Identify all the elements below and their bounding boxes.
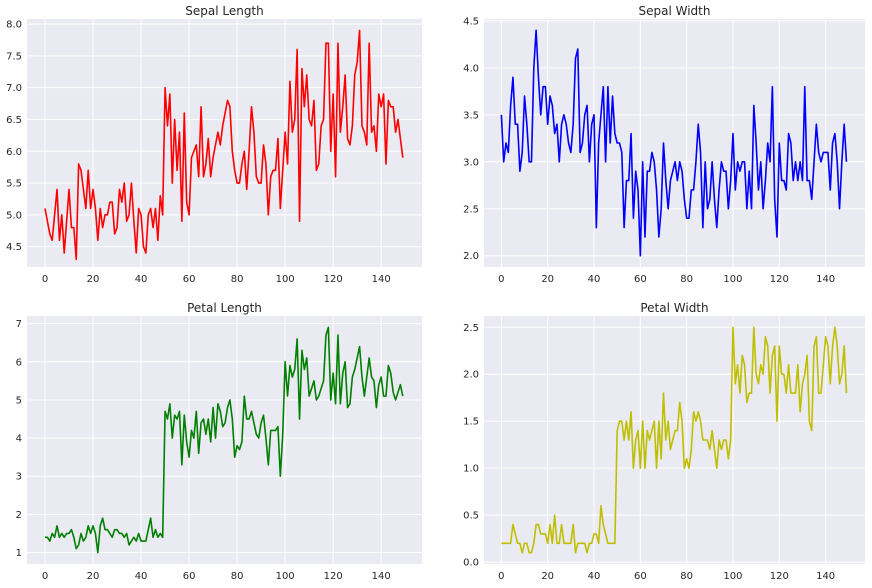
series-line bbox=[44, 29, 404, 261]
x-tick-label: 60 bbox=[183, 571, 196, 582]
y-tick-label: 5.5 bbox=[6, 179, 22, 190]
plot-area bbox=[484, 316, 865, 564]
subplot-4: 0 20 40 60 80 100 120 140 0.0 0.5 1.0 1.5 2.0 2.5 Peta… bbox=[463, 301, 865, 582]
x-tick-label: 60 bbox=[183, 274, 196, 285]
y-tick-label: 6 bbox=[16, 357, 22, 368]
x-tick-label: 80 bbox=[680, 274, 693, 285]
subplot-title: Sepal Length bbox=[185, 4, 264, 18]
subplot-title: Petal Width bbox=[640, 301, 708, 315]
x-tick-label: 80 bbox=[680, 571, 693, 582]
subplot-1: 0 20 40 60 80 100 120 140 4.5 5.0 5.5 6.0 6.5 7.0 7.5 8… bbox=[6, 4, 422, 285]
y-tick-label: 7.0 bbox=[6, 83, 22, 94]
x-tick-label: 60 bbox=[634, 274, 647, 285]
y-tick-label: 5.0 bbox=[6, 210, 22, 221]
y-tick-label: 4.5 bbox=[463, 16, 479, 27]
subplot-title: Sepal Width bbox=[639, 4, 711, 18]
x-tick-label: 60 bbox=[634, 571, 647, 582]
y-tick-label: 4 bbox=[16, 434, 22, 445]
x-tick-label: 0 bbox=[498, 274, 504, 285]
y-tick-label: 2.5 bbox=[463, 323, 479, 334]
x-tick-label: 0 bbox=[42, 274, 48, 285]
series-line bbox=[45, 326, 404, 554]
y-tick-label: 2.5 bbox=[463, 204, 479, 215]
x-tick-label: 120 bbox=[770, 274, 789, 285]
x-tick-label: 100 bbox=[276, 571, 295, 582]
y-tick-label: 2 bbox=[16, 510, 22, 521]
subplot-2: 0 20 40 60 80 100 120 140 2.0 2.5 3.0 3.5 4.0 4.5 Sepa… bbox=[463, 4, 865, 285]
x-tick-label: 80 bbox=[231, 571, 244, 582]
x-tick-label: 120 bbox=[324, 571, 343, 582]
x-tick-label: 140 bbox=[372, 571, 391, 582]
x-tick-label: 0 bbox=[498, 571, 504, 582]
y-tick-label: 1 bbox=[16, 548, 22, 559]
x-tick-label: 100 bbox=[276, 274, 295, 285]
y-tick-label: 1.5 bbox=[463, 417, 479, 428]
x-tick-label: 120 bbox=[324, 274, 343, 285]
x-tick-label: 120 bbox=[770, 571, 789, 582]
y-tick-label: 0.0 bbox=[463, 558, 479, 569]
x-tick-label: 20 bbox=[541, 274, 554, 285]
series-line bbox=[500, 29, 848, 257]
y-tick-label: 4.5 bbox=[6, 242, 22, 253]
y-tick-label: 1.0 bbox=[463, 464, 479, 475]
x-tick-label: 40 bbox=[135, 571, 148, 582]
y-tick-label: 7.5 bbox=[6, 51, 22, 62]
x-tick-label: 40 bbox=[135, 274, 148, 285]
series-line bbox=[501, 326, 848, 554]
y-tick-label: 6.0 bbox=[6, 147, 22, 158]
y-tick-label: 3.0 bbox=[463, 157, 479, 168]
x-tick-label: 20 bbox=[87, 571, 100, 582]
y-tick-label: 3 bbox=[16, 472, 22, 483]
y-tick-label: 7 bbox=[16, 319, 22, 330]
y-tick-label: 2.0 bbox=[463, 370, 479, 381]
x-tick-label: 0 bbox=[42, 571, 48, 582]
y-tick-label: 3.5 bbox=[463, 110, 479, 121]
y-tick-label: 4.0 bbox=[463, 63, 479, 74]
x-tick-label: 20 bbox=[541, 571, 554, 582]
y-tick-label: 5 bbox=[16, 395, 22, 406]
x-tick-label: 100 bbox=[723, 571, 742, 582]
x-tick-label: 20 bbox=[87, 274, 100, 285]
subplot-3: 0 20 40 60 80 100 120 140 1 2 3 4 5 6 7 Petal Length bbox=[16, 301, 422, 582]
x-tick-label: 140 bbox=[372, 274, 391, 285]
plot-area bbox=[27, 316, 422, 564]
y-tick-label: 6.5 bbox=[6, 115, 22, 126]
x-tick-label: 40 bbox=[588, 274, 601, 285]
plot-area bbox=[484, 19, 865, 267]
y-tick-label: 2.0 bbox=[463, 251, 479, 262]
x-tick-label: 140 bbox=[816, 571, 835, 582]
x-tick-label: 100 bbox=[723, 274, 742, 285]
x-tick-label: 140 bbox=[816, 274, 835, 285]
x-tick-label: 80 bbox=[231, 274, 244, 285]
x-tick-label: 40 bbox=[588, 571, 601, 582]
y-tick-label: 0.5 bbox=[463, 511, 479, 522]
subplot-title: Petal Length bbox=[187, 301, 262, 315]
y-tick-label: 8.0 bbox=[6, 20, 22, 31]
